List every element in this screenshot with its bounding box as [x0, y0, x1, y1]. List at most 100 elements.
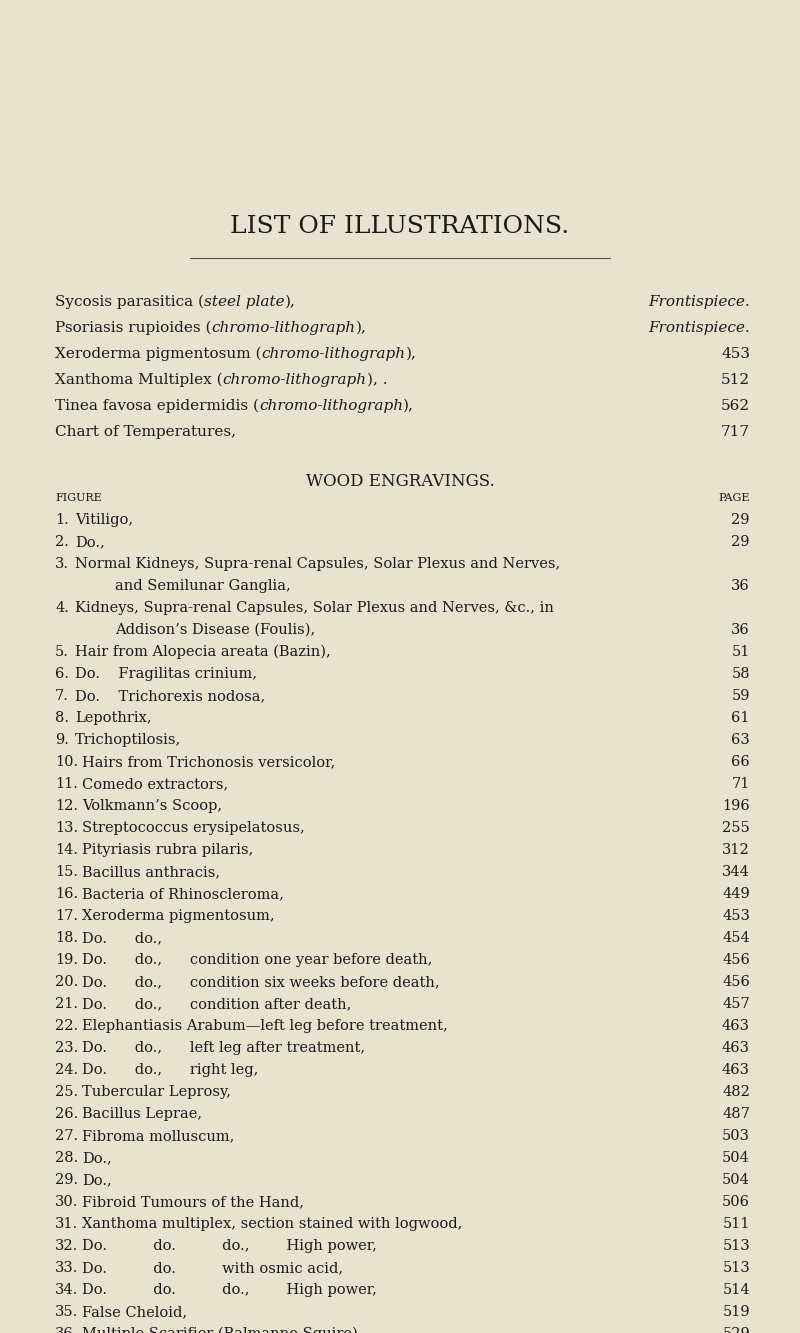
Text: 456: 456 [722, 974, 750, 989]
Text: Streptococcus erysipelatosus,: Streptococcus erysipelatosus, [82, 821, 305, 834]
Text: Do.    Fragilitas crinium,: Do. Fragilitas crinium, [75, 666, 257, 681]
Text: 482: 482 [722, 1085, 750, 1098]
Text: 196: 196 [722, 798, 750, 813]
Text: 11.: 11. [55, 777, 78, 790]
Text: Xeroderma pigmentosum (: Xeroderma pigmentosum ( [55, 347, 262, 361]
Text: 503: 503 [722, 1129, 750, 1142]
Text: 1.: 1. [55, 513, 69, 527]
Text: 10.: 10. [55, 754, 78, 769]
Text: Do.      do.,      right leg,: Do. do., right leg, [82, 1062, 258, 1077]
Text: chromo-lithograph: chromo-lithograph [259, 399, 403, 413]
Text: 519: 519 [722, 1305, 750, 1318]
Text: 15.: 15. [55, 865, 78, 878]
Text: Bacteria of Rhinoscleroma,: Bacteria of Rhinoscleroma, [82, 886, 284, 901]
Text: 463: 463 [722, 1062, 750, 1077]
Text: 463: 463 [722, 1041, 750, 1054]
Text: PAGE: PAGE [718, 493, 750, 503]
Text: 33.: 33. [55, 1261, 78, 1274]
Text: 22.: 22. [55, 1018, 78, 1033]
Text: Chart of Temperatures,: Chart of Temperatures, [55, 425, 236, 439]
Text: False Cheloid,: False Cheloid, [82, 1305, 187, 1318]
Text: Hairs from Trichonosis versicolor,: Hairs from Trichonosis versicolor, [82, 754, 335, 769]
Text: Hair from Alopecia areata (Bazin),: Hair from Alopecia areata (Bazin), [75, 645, 330, 660]
Text: ),: ), [403, 399, 414, 413]
Text: 12.: 12. [55, 798, 78, 813]
Text: 71: 71 [732, 777, 750, 790]
Text: Multiple Scarifier (Balmanno Squire),: Multiple Scarifier (Balmanno Squire), [82, 1326, 362, 1333]
Text: Psoriasis rupioides (: Psoriasis rupioides ( [55, 321, 211, 336]
Text: 487: 487 [722, 1106, 750, 1121]
Text: Do.    Trichorexis nodosa,: Do. Trichorexis nodosa, [75, 689, 266, 702]
Text: 58: 58 [731, 666, 750, 681]
Text: Sycosis parasitica (: Sycosis parasitica ( [55, 295, 204, 309]
Text: 16.: 16. [55, 886, 78, 901]
Text: 34.: 34. [55, 1282, 78, 1297]
Text: chromo-lithograph: chromo-lithograph [262, 347, 406, 361]
Text: ),: ), [285, 295, 295, 309]
Text: 66: 66 [731, 754, 750, 769]
Text: Lepothrix,: Lepothrix, [75, 710, 152, 725]
Text: 453: 453 [722, 909, 750, 922]
Text: Volkmann’s Scoop,: Volkmann’s Scoop, [82, 798, 222, 813]
Text: 513: 513 [722, 1261, 750, 1274]
Text: Do.,: Do., [82, 1150, 112, 1165]
Text: 61: 61 [731, 710, 750, 725]
Text: 513: 513 [722, 1238, 750, 1253]
Text: 529: 529 [722, 1326, 750, 1333]
Text: 18.: 18. [55, 930, 78, 945]
Text: 30.: 30. [55, 1194, 78, 1209]
Text: Tinea favosa epidermidis (: Tinea favosa epidermidis ( [55, 399, 259, 413]
Text: Do.      do.,      condition one year before death,: Do. do., condition one year before death… [82, 953, 432, 966]
Text: Comedo extractors,: Comedo extractors, [82, 777, 228, 790]
Text: 514: 514 [722, 1282, 750, 1297]
Text: 456: 456 [722, 953, 750, 966]
Text: 453: 453 [721, 347, 750, 361]
Text: 20.: 20. [55, 974, 78, 989]
Text: 4.: 4. [55, 601, 69, 615]
Text: 27.: 27. [55, 1129, 78, 1142]
Text: 5.: 5. [55, 645, 69, 659]
Text: 9.: 9. [55, 733, 69, 746]
Text: 504: 504 [722, 1173, 750, 1186]
Text: 506: 506 [722, 1194, 750, 1209]
Text: 457: 457 [722, 997, 750, 1010]
Text: 19.: 19. [55, 953, 78, 966]
Text: WOOD ENGRAVINGS.: WOOD ENGRAVINGS. [306, 473, 494, 491]
Text: 3.: 3. [55, 557, 69, 571]
Text: Frontispiece.: Frontispiece. [648, 321, 750, 335]
Text: Frontispiece.: Frontispiece. [648, 295, 750, 309]
Text: 36.: 36. [55, 1326, 78, 1333]
Text: chromo-lithograph: chromo-lithograph [222, 373, 366, 387]
Text: Xanthoma Multiplex (: Xanthoma Multiplex ( [55, 373, 222, 388]
Text: 17.: 17. [55, 909, 78, 922]
Text: Fibroma molluscum,: Fibroma molluscum, [82, 1129, 234, 1142]
Text: 21.: 21. [55, 997, 78, 1010]
Text: Do.      do.,      left leg after treatment,: Do. do., left leg after treatment, [82, 1041, 365, 1054]
Text: 35.: 35. [55, 1305, 78, 1318]
Text: Normal Kidneys, Supra-renal Capsules, Solar Plexus and Nerves,: Normal Kidneys, Supra-renal Capsules, So… [75, 557, 560, 571]
Text: ), .: ), . [366, 373, 387, 387]
Text: Xanthoma multiplex, section stained with logwood,: Xanthoma multiplex, section stained with… [82, 1217, 462, 1230]
Text: 59: 59 [731, 689, 750, 702]
Text: 449: 449 [722, 886, 750, 901]
Text: 26.: 26. [55, 1106, 78, 1121]
Text: 31.: 31. [55, 1217, 78, 1230]
Text: 344: 344 [722, 865, 750, 878]
Text: and Semilunar Ganglia,: and Semilunar Ganglia, [115, 579, 290, 593]
Text: 2.: 2. [55, 535, 69, 549]
Text: 454: 454 [722, 930, 750, 945]
Text: FIGURE: FIGURE [55, 493, 102, 503]
Text: Do.          do.          do.,        High power,: Do. do. do., High power, [82, 1282, 377, 1297]
Text: Xeroderma pigmentosum,: Xeroderma pigmentosum, [82, 909, 274, 922]
Text: 51: 51 [732, 645, 750, 659]
Text: 562: 562 [721, 399, 750, 413]
Text: Bacillus Leprae,: Bacillus Leprae, [82, 1106, 202, 1121]
Text: 512: 512 [721, 373, 750, 387]
Text: 23.: 23. [55, 1041, 78, 1054]
Text: Pityriasis rubra pilaris,: Pityriasis rubra pilaris, [82, 842, 254, 857]
Text: chromo-lithograph: chromo-lithograph [211, 321, 356, 335]
Text: Trichoptilosis,: Trichoptilosis, [75, 733, 182, 746]
Text: 312: 312 [722, 842, 750, 857]
Text: 7.: 7. [55, 689, 69, 702]
Text: 32.: 32. [55, 1238, 78, 1253]
